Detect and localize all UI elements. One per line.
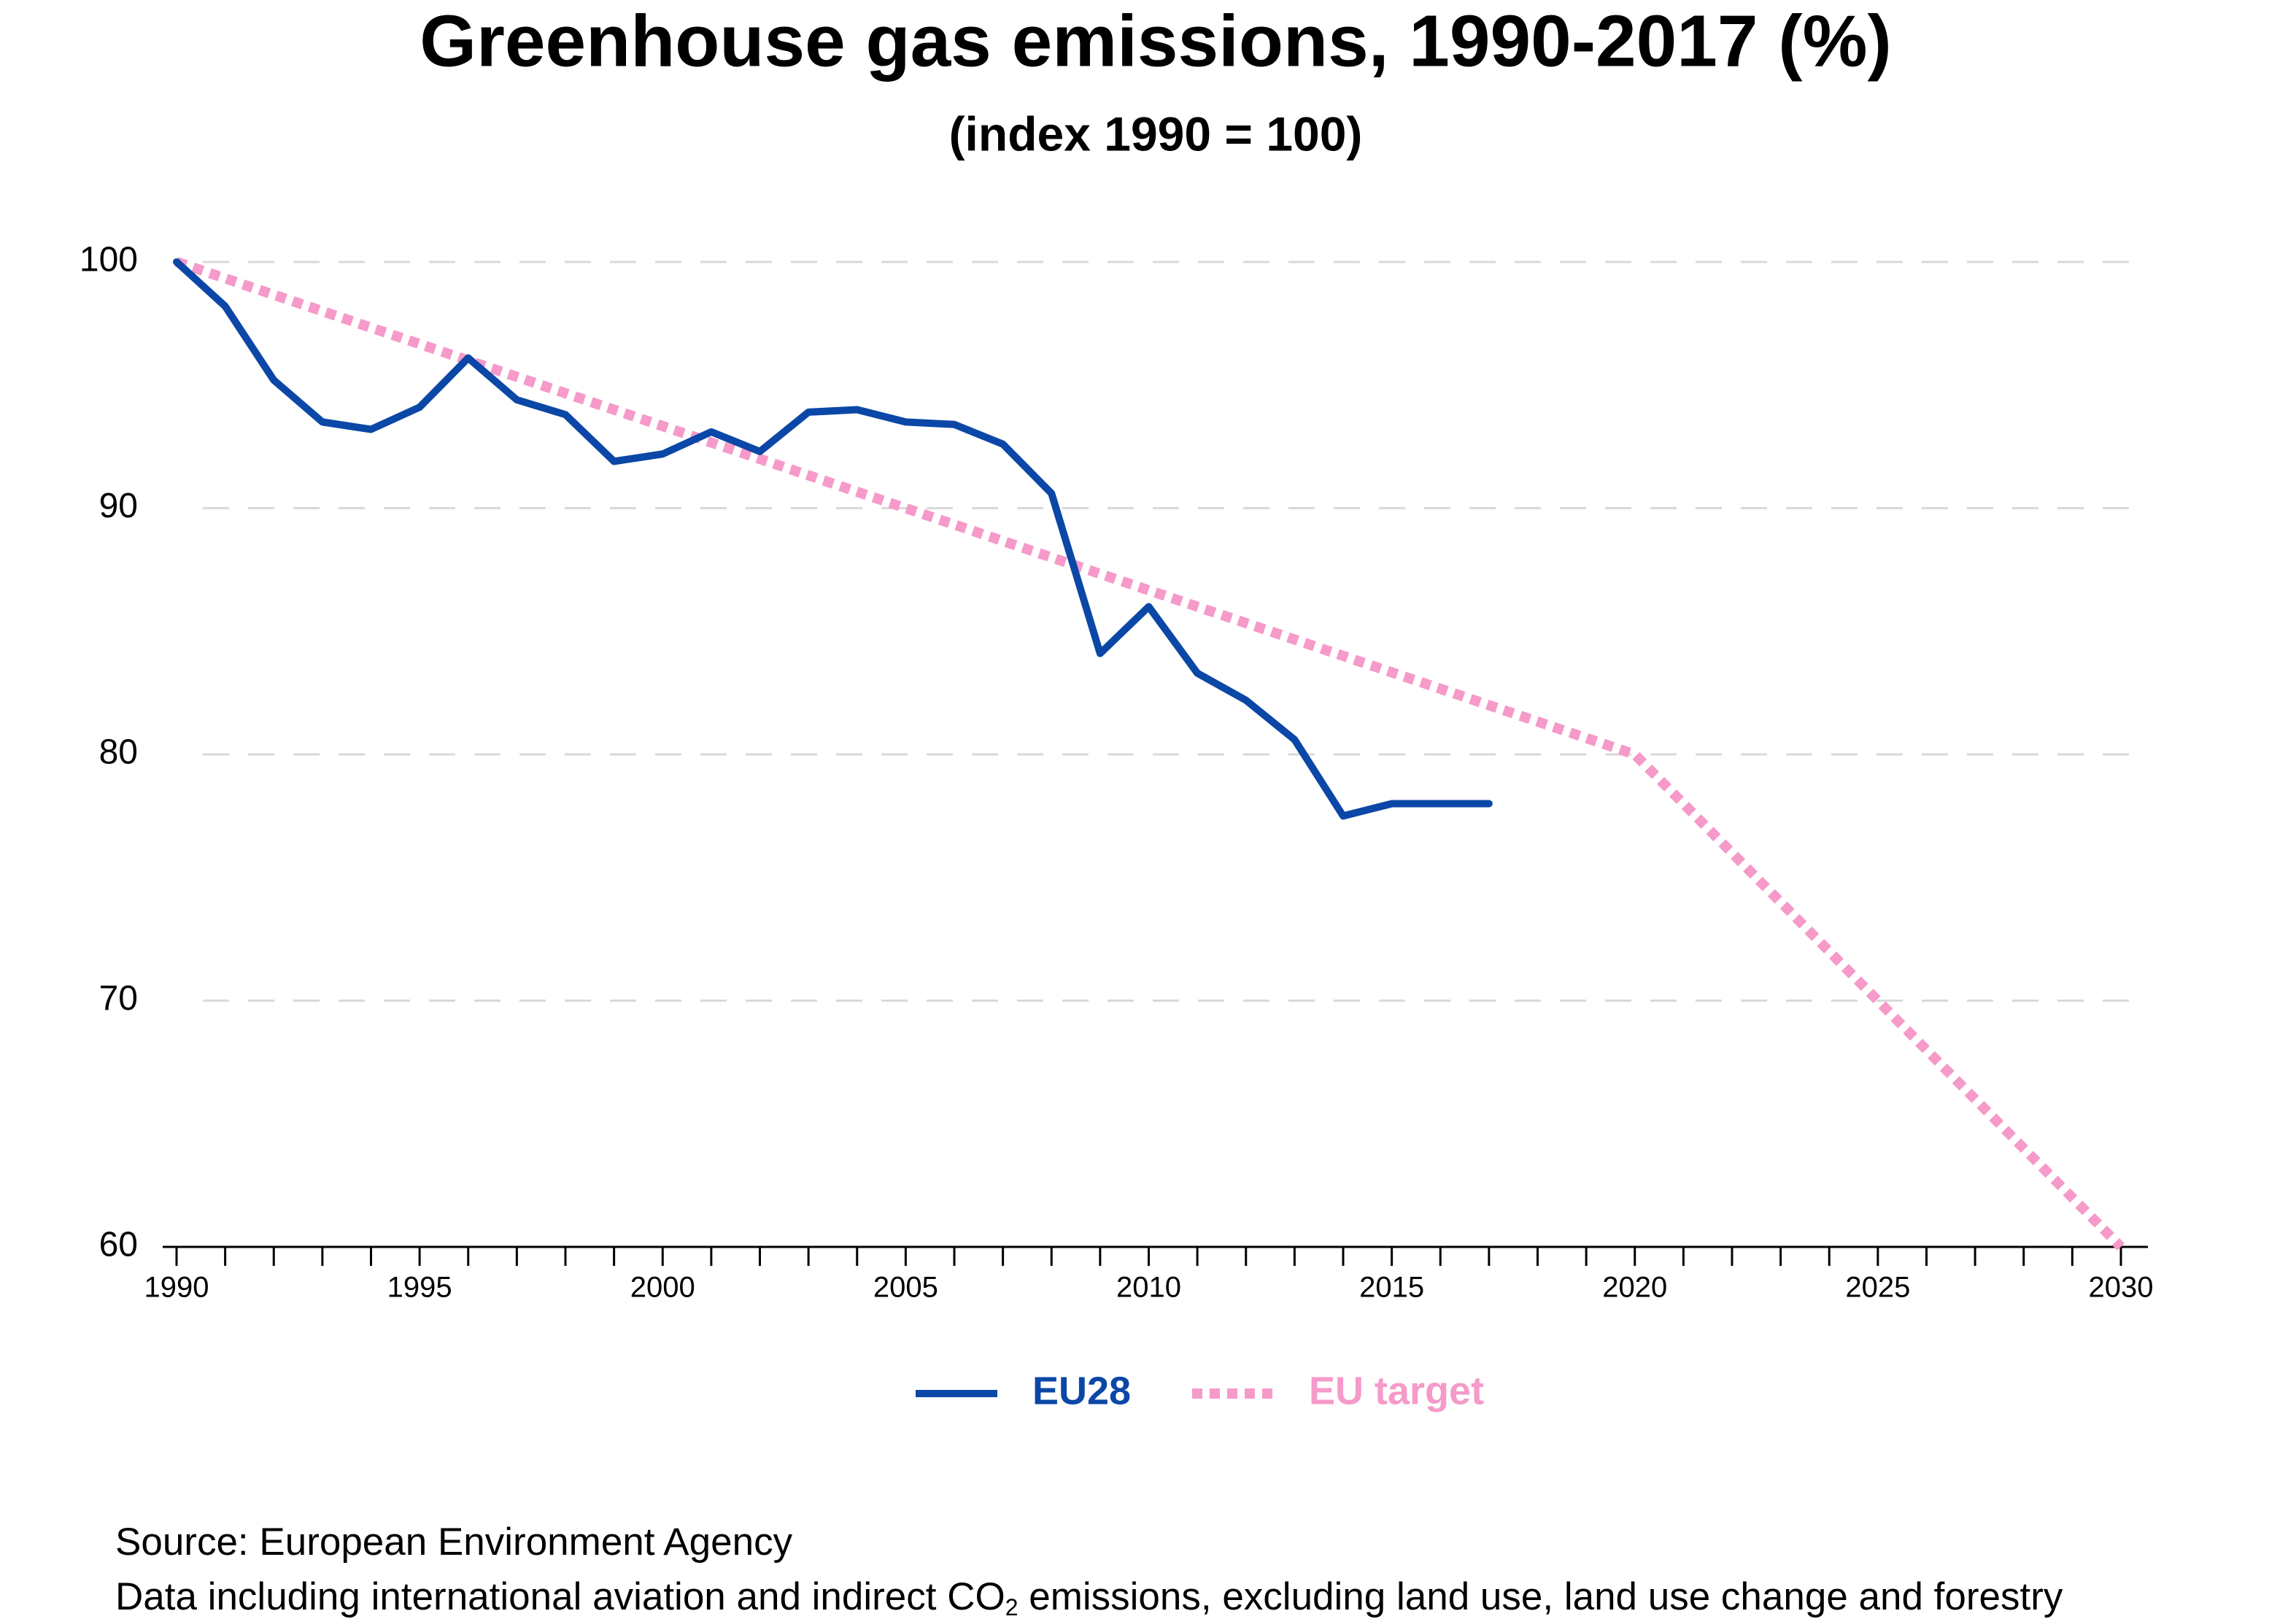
x-tick-label: 2015	[1359, 1272, 1424, 1304]
line-series	[173, 258, 1493, 820]
line-series	[174, 257, 2125, 1251]
chart-title: Greenhouse gas emissions, 1990-2017 (%)	[420, 0, 1892, 82]
y-tick-label: 90	[99, 487, 138, 525]
legend-label: EU target	[1309, 1369, 1484, 1413]
y-tick-label: 60	[99, 1226, 138, 1264]
y-tick-label: 80	[99, 733, 138, 772]
source: Source: European Environment Agency	[115, 1521, 793, 1564]
note: Data including international aviation an…	[115, 1575, 2063, 1619]
y-tick-label: 100	[80, 241, 138, 279]
x-tick-label: 1995	[387, 1272, 452, 1304]
x-tick-label: 2000	[630, 1272, 695, 1304]
x-tick-label: 2025	[1845, 1272, 1910, 1304]
note-text: emissions, excluding land use, land use …	[1018, 1575, 2063, 1618]
x-tick-label: 2010	[1116, 1272, 1181, 1304]
note-subscript: 2	[1005, 1594, 1018, 1619]
note-text: Data including international aviation an…	[115, 1575, 1005, 1618]
chart-subtitle: (index 1990 = 100)	[949, 107, 1363, 161]
legend-label: EU28	[1032, 1369, 1131, 1413]
x-tick-label: 2030	[2089, 1272, 2154, 1304]
x-tick-label: 1990	[144, 1272, 209, 1304]
x-tick-label: 2005	[873, 1272, 938, 1304]
y-tick-label: 70	[99, 979, 138, 1018]
x-tick-label: 2020	[1602, 1272, 1667, 1304]
